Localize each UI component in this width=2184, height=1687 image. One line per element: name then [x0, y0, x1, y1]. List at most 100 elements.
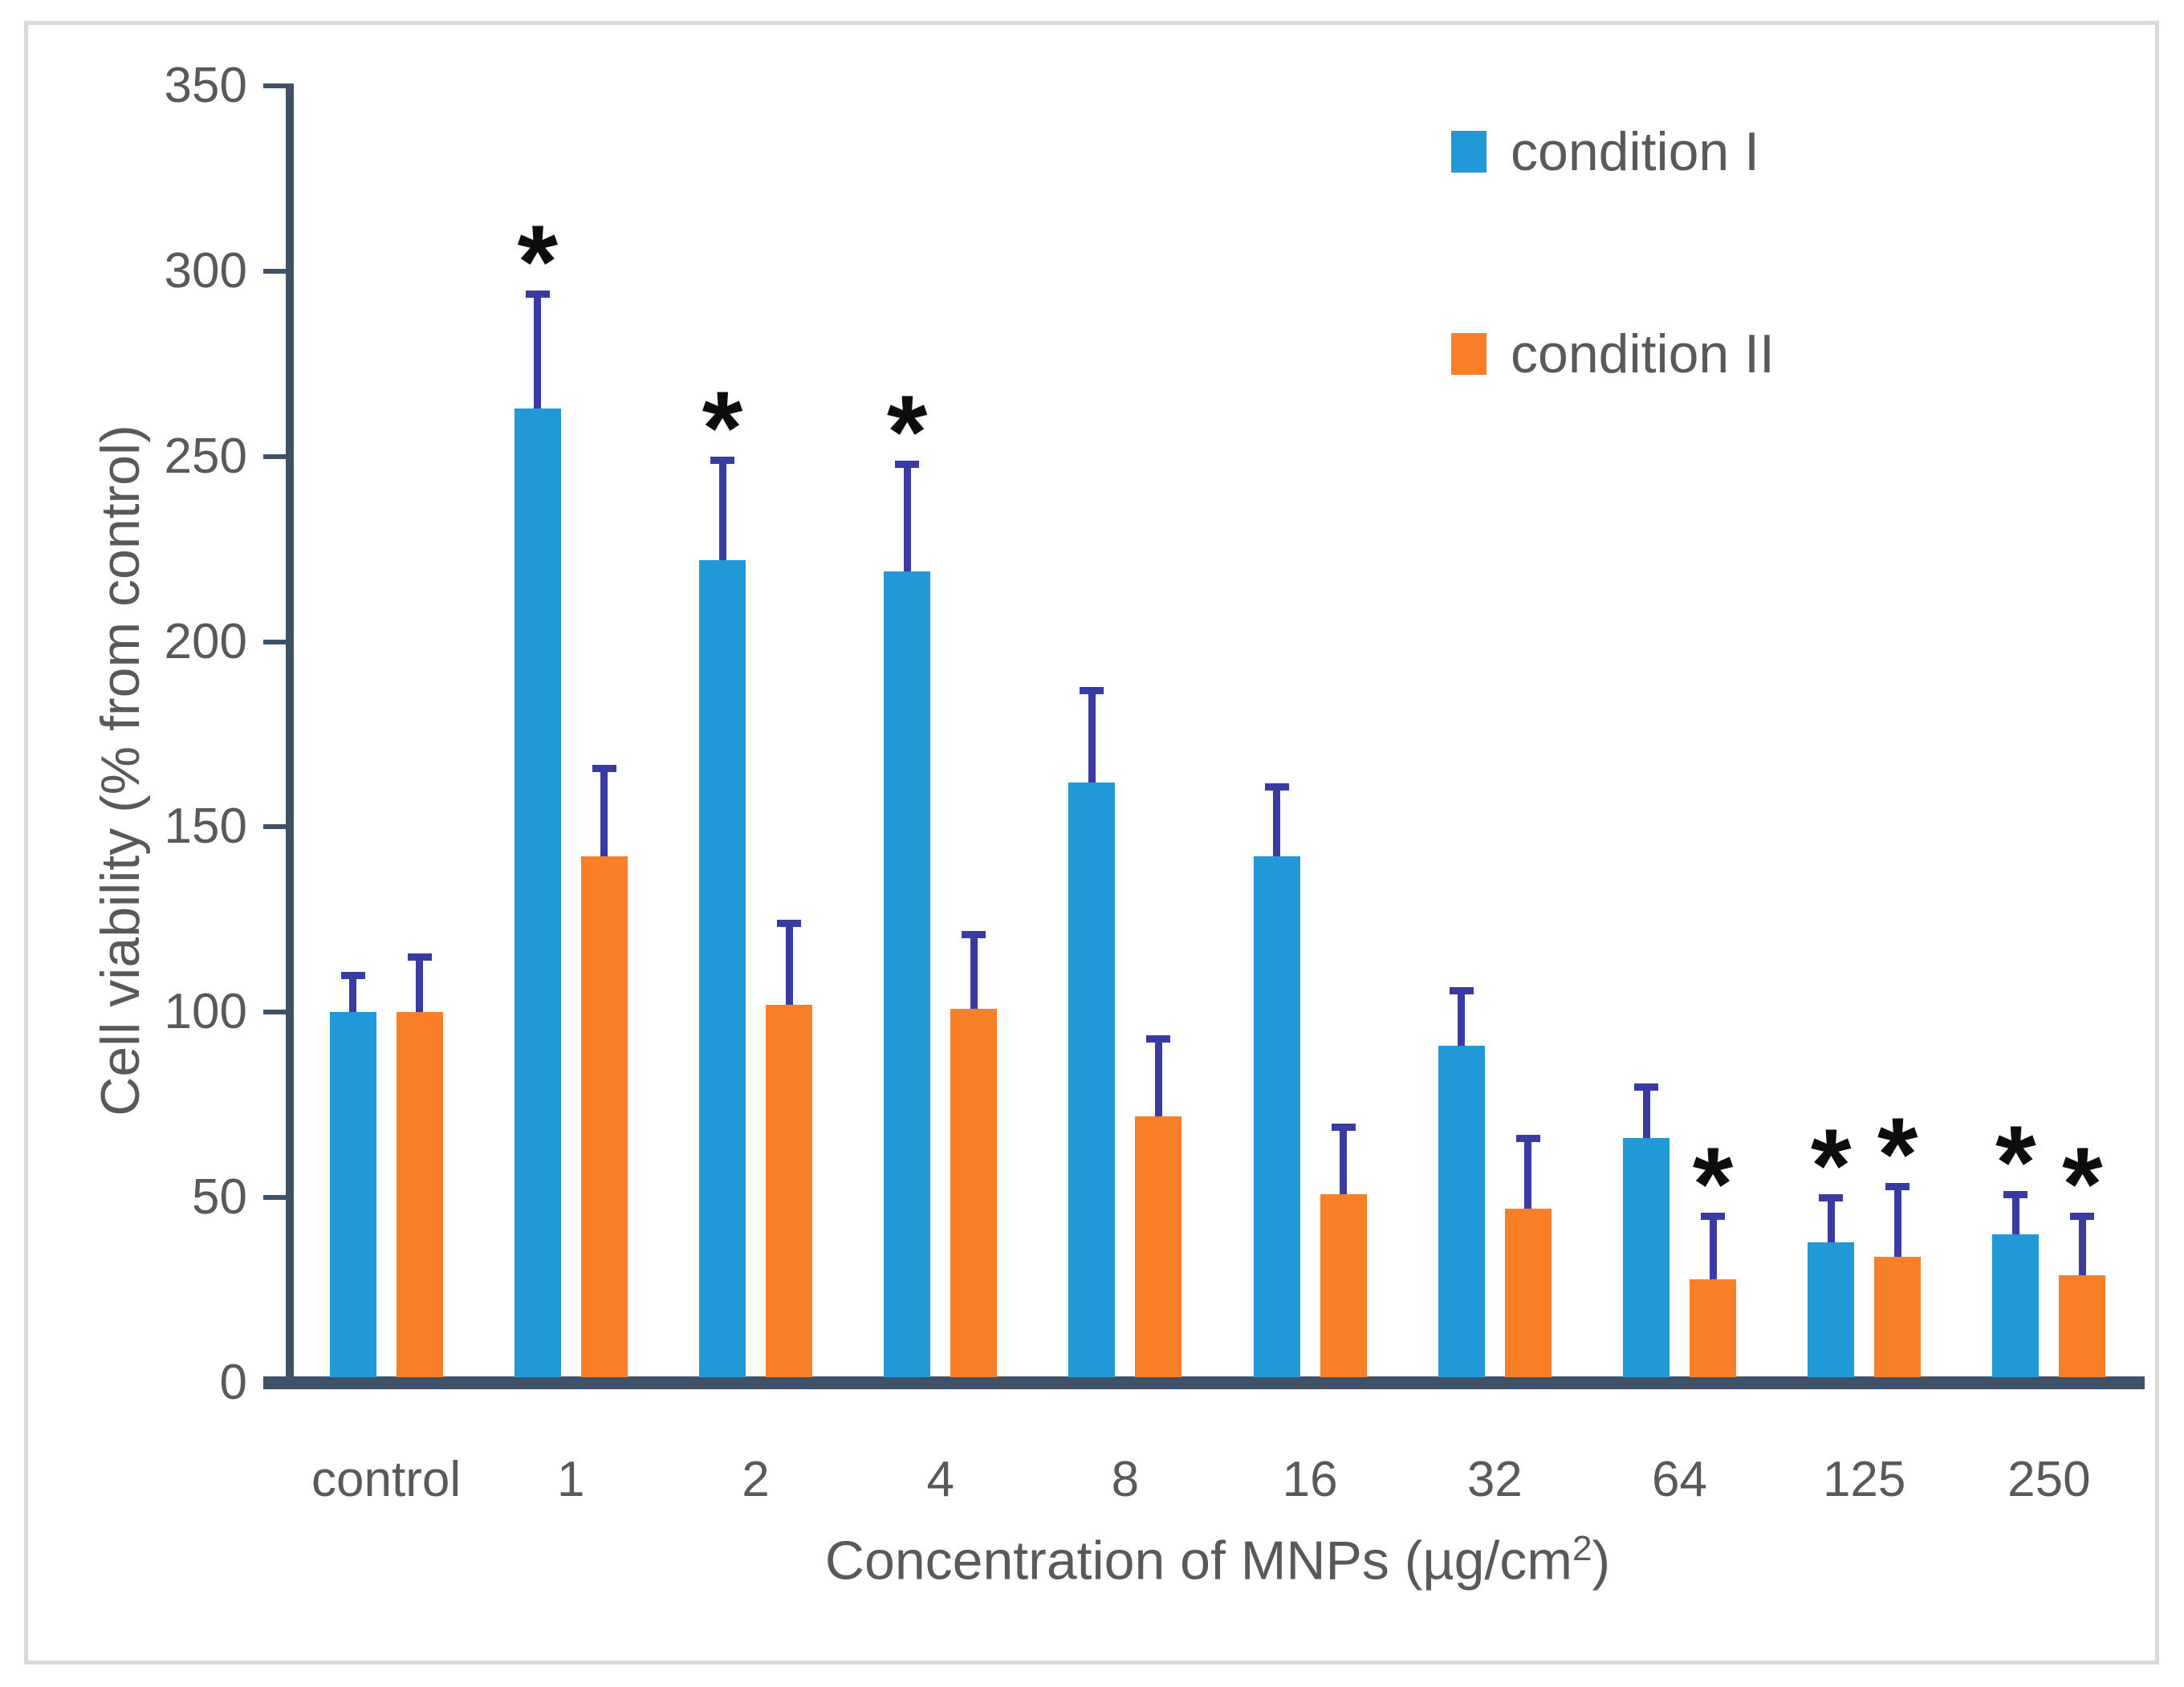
bar-condition-i-32 — [1438, 1045, 1485, 1377]
legend-swatch-icon — [1451, 131, 1487, 173]
x-category-label-control: control — [311, 1452, 462, 1507]
x-category-label-1: 1 — [557, 1452, 585, 1507]
y-tick-mark — [263, 1380, 286, 1385]
bar-condition-ii-4 — [950, 1008, 998, 1377]
bar-condition-i-125 — [1808, 1242, 1855, 1377]
bar-condition-ii-1 — [580, 856, 628, 1377]
error-bar-cap — [1885, 1183, 1910, 1191]
y-tick-mark — [263, 453, 286, 459]
y-tick-mark — [263, 1195, 286, 1201]
bar-condition-i-250 — [1992, 1234, 2040, 1377]
x-category-label-125: 125 — [1822, 1452, 1906, 1507]
bar-condition-ii-32 — [1504, 1209, 1552, 1377]
x-axis-title-close-paren: ) — [1592, 1530, 1611, 1591]
bar-condition-i-2 — [699, 560, 746, 1377]
error-bar-cap — [1264, 783, 1289, 791]
error-bar — [903, 463, 911, 571]
x-axis-title-superscript: 2 — [1572, 1529, 1592, 1568]
x-category-label-2: 2 — [742, 1452, 770, 1507]
error-bar-cap — [1146, 1035, 1171, 1043]
error-bar-cap — [1634, 1083, 1658, 1091]
error-bar-cap — [1819, 1194, 1844, 1202]
y-tick-mark — [263, 1010, 286, 1015]
error-bar — [2011, 1193, 2019, 1235]
significance-star: * — [2062, 1125, 2103, 1243]
error-bar — [1893, 1186, 1901, 1258]
error-bar — [416, 957, 424, 1013]
bar-condition-i-16 — [1253, 856, 1300, 1377]
x-category-label-250: 250 — [2007, 1452, 2091, 1507]
significance-star: * — [886, 372, 928, 490]
error-bar — [1827, 1197, 1835, 1242]
x-axis-title: Concentration of MNPs (µg/cm2) — [825, 1529, 1610, 1592]
error-bar-cap — [2070, 1213, 2095, 1221]
bar-condition-ii-8 — [1135, 1116, 1182, 1377]
error-bar-cap — [407, 953, 432, 961]
bar-condition-i-4 — [884, 571, 931, 1377]
y-axis-line — [286, 83, 294, 1385]
bar-condition-ii-control — [396, 1012, 443, 1377]
significance-star: * — [1877, 1096, 1918, 1213]
bar-condition-ii-2 — [766, 1005, 812, 1377]
figure-border — [24, 21, 2159, 1665]
bar-condition-i-1 — [514, 408, 561, 1377]
error-bar-cap — [1449, 986, 1474, 994]
error-bar — [349, 975, 357, 1013]
error-bar — [785, 923, 793, 1006]
error-bar — [534, 293, 542, 409]
error-bar-cap — [1701, 1213, 1725, 1221]
error-bar — [1154, 1038, 1162, 1116]
y-tick-label: 300 — [164, 242, 247, 299]
error-bar-cap — [525, 290, 550, 298]
x-axis-line — [263, 1376, 2145, 1389]
error-bar — [1709, 1216, 1717, 1279]
error-bar — [1642, 1086, 1650, 1139]
legend-item-condition-ii: condition II — [1451, 323, 1775, 385]
y-tick-label: 250 — [164, 428, 247, 484]
y-tick-mark — [263, 83, 286, 89]
legend-item-condition-i: condition I — [1451, 120, 1759, 183]
error-bar — [970, 934, 978, 1009]
legend-swatch-icon — [1451, 333, 1487, 375]
y-tick-label: 350 — [164, 58, 247, 114]
error-bar-cap — [777, 920, 801, 928]
bar-condition-ii-250 — [2059, 1275, 2106, 1377]
x-axis-title-text: Concentration of MNPs (µg/cm — [824, 1530, 1572, 1591]
significance-star: * — [1810, 1107, 1852, 1225]
error-bar-cap — [2003, 1190, 2028, 1198]
significance-star: * — [1692, 1125, 1734, 1243]
legend-label: condition I — [1511, 121, 1759, 182]
y-tick-label: 200 — [164, 613, 247, 669]
x-category-label-32: 32 — [1466, 1452, 1523, 1507]
bar-condition-ii-16 — [1320, 1193, 1367, 1377]
error-bar-cap — [592, 764, 616, 772]
bar-condition-ii-125 — [1874, 1257, 1922, 1377]
x-category-label-64: 64 — [1652, 1452, 1707, 1507]
error-bar — [1524, 1138, 1532, 1209]
y-tick-mark — [263, 824, 286, 830]
error-bar-cap — [710, 457, 734, 465]
bar-condition-ii-64 — [1690, 1278, 1736, 1377]
error-bar — [1340, 1127, 1348, 1194]
y-axis-title: Cell viability (% from control) — [90, 425, 151, 1116]
x-category-label-16: 16 — [1282, 1452, 1338, 1507]
error-bar — [718, 460, 726, 561]
error-bar — [600, 767, 608, 857]
y-tick-label: 50 — [192, 1169, 247, 1226]
y-tick-mark — [263, 639, 286, 644]
error-bar — [1458, 990, 1466, 1046]
x-category-label-8: 8 — [1111, 1452, 1140, 1507]
error-bar — [2078, 1216, 2086, 1276]
significance-star: * — [1995, 1103, 2036, 1221]
error-bar-cap — [1515, 1135, 1540, 1143]
significance-star: * — [702, 369, 743, 487]
error-bar-cap — [1331, 1124, 1356, 1132]
y-tick-label: 0 — [219, 1355, 247, 1410]
bar-condition-i-64 — [1623, 1138, 1670, 1377]
significance-star: * — [517, 202, 559, 320]
y-tick-label: 150 — [164, 799, 247, 855]
error-bar-cap — [895, 460, 920, 468]
bar-condition-i-8 — [1068, 783, 1116, 1377]
bar-condition-i-control — [329, 1012, 376, 1377]
